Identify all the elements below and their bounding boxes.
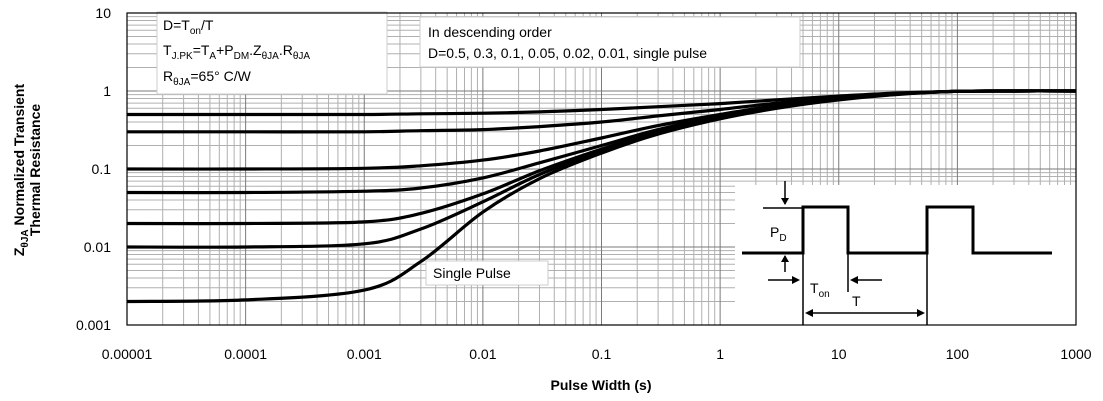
x-tick-label: 1 <box>716 346 724 362</box>
pd-label: PD <box>770 224 787 244</box>
x-tick-labels: 0.00001 0.0001 0.001 0.01 0.1 1 10 100 1000 <box>102 346 1092 362</box>
formula-rthja: RθJA=65° C/W <box>163 68 252 88</box>
y-axis-title-line-2: Thermal Resistance <box>27 104 43 236</box>
x-tick-label: 0.0001 <box>224 346 267 362</box>
series-layer <box>126 89 1077 304</box>
pd-arrow-up-head <box>781 255 789 262</box>
ton-arrow-right-head <box>850 276 858 284</box>
y-tick-label: 1 <box>103 83 111 99</box>
pulse-waveform-inset: PD Ton T <box>742 181 1052 325</box>
y-tick-label: 10 <box>95 5 111 21</box>
y-tick-labels: 0.001 0.01 0.1 1 10 <box>76 5 111 333</box>
formula-junction-temp: TJ.PK=TA+PDM.ZθJA.RθJA <box>163 42 310 62</box>
single-pulse-annotation: Single Pulse <box>425 260 549 286</box>
x-tick-label: 0.1 <box>592 346 612 362</box>
x-axis-title: Pulse Width (s) <box>551 377 652 393</box>
ton-arrow-left-head <box>792 276 800 284</box>
pulse-inset-panel <box>735 185 1103 325</box>
y-tick-label: 0.1 <box>92 161 112 177</box>
ton-label: Ton <box>810 280 830 300</box>
pd-arrow-down-head <box>781 198 789 205</box>
y-axis-title: ZθJA Normalized Transient Thermal Resist… <box>11 84 43 257</box>
period-arrow-left-head <box>805 309 813 317</box>
formula-box <box>156 11 388 95</box>
order-box <box>419 16 801 68</box>
x-tick-label: 10 <box>831 346 847 362</box>
single-pulse-label: Single Pulse <box>433 265 511 281</box>
order-line-2: D=0.5, 0.3, 0.1, 0.05, 0.02, 0.01, singl… <box>428 45 707 61</box>
period-arrow-right-head <box>917 309 925 317</box>
formula-duty-cycle: D=Ton/T <box>163 17 214 37</box>
x-tick-label: 0.001 <box>347 346 382 362</box>
y-axis-title-line-1: ZθJA Normalized Transient <box>11 84 31 257</box>
y-tick-label: 0.01 <box>84 239 111 255</box>
period-label: T <box>852 293 861 309</box>
x-tick-label: 0.00001 <box>102 346 153 362</box>
formula-annotation: D=Ton/T TJ.PK=TA+PDM.ZθJA.RθJA RθJA=65° … <box>156 11 388 95</box>
x-tick-label: 0.01 <box>469 346 496 362</box>
series-line <box>126 89 1077 304</box>
plot-frame <box>126 12 1077 326</box>
order-annotation: In descending order D=0.5, 0.3, 0.1, 0.0… <box>419 16 801 68</box>
y-tick-label: 0.001 <box>76 317 111 333</box>
x-tick-label: 1000 <box>1060 346 1091 362</box>
order-line-1: In descending order <box>428 24 552 40</box>
x-tick-label: 100 <box>946 346 970 362</box>
single-pulse-box <box>425 260 549 286</box>
